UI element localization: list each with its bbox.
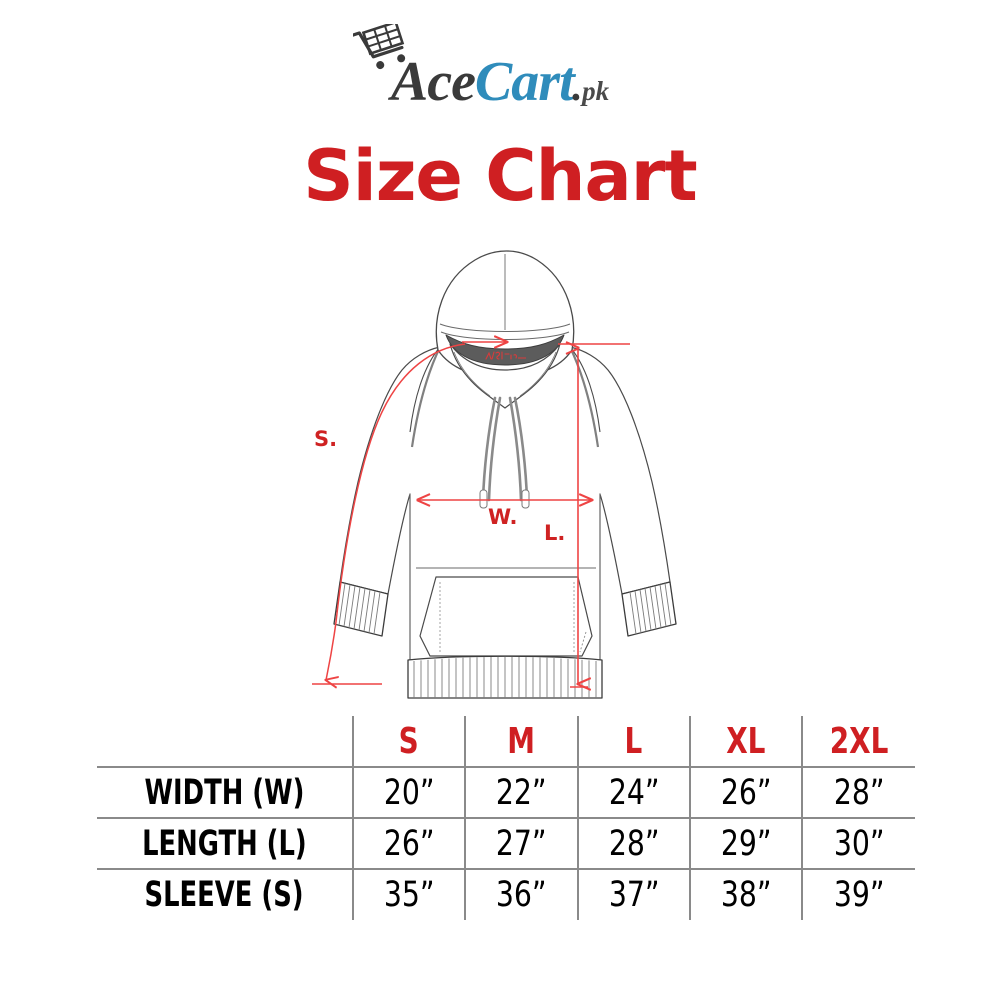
shopping-cart-icon: [352, 24, 406, 70]
cell-value: 28”: [833, 772, 885, 813]
size-chart-table: S M L XL 2XL WIDTH (W) 20” 22” 24” 26” 2…: [97, 716, 915, 920]
row-label: WIDTH (W): [144, 772, 305, 813]
size-header-m: M: [464, 716, 578, 767]
cell-value: 38”: [720, 875, 772, 915]
cell-width-2xl: 28”: [801, 767, 915, 818]
row-header-width: WIDTH (W): [97, 767, 353, 818]
cell-length-m: 27”: [464, 818, 578, 869]
brand-logo: Ace Cart . pk: [0, 24, 1000, 122]
cell-width-xl: 26”: [688, 767, 803, 818]
row-label: LENGTH (L): [141, 823, 307, 864]
cell-length-s: 26”: [351, 818, 466, 869]
table-row: LENGTH (L) 26” 27” 28” 29” 30”: [97, 818, 915, 869]
cell-sleeve-l: 37”: [576, 869, 690, 920]
size-header-2xl: 2XL: [801, 716, 915, 767]
cell-value: 26”: [720, 772, 772, 813]
cell-width-m: 22”: [464, 767, 578, 818]
row-header-length: LENGTH (L): [97, 818, 353, 869]
cell-value: 26”: [383, 823, 435, 864]
page-title: Size Chart: [303, 135, 697, 217]
size-header-label: L: [624, 720, 643, 762]
cell-width-l: 24”: [576, 767, 690, 818]
cell-value: 30”: [833, 823, 885, 864]
cell-length-l: 28”: [576, 818, 690, 869]
cell-value: 39”: [833, 875, 885, 915]
size-header-s: S: [351, 716, 466, 767]
row-header-sleeve: SLEEVE (S): [97, 869, 353, 920]
brand-name-accent: Cart: [474, 51, 575, 113]
size-header-l: L: [576, 716, 690, 767]
table-corner-cell: [97, 716, 353, 767]
size-header-label: S: [398, 720, 419, 762]
cell-value: 37”: [608, 875, 660, 915]
brand-name-primary: Ace: [390, 51, 476, 113]
table-header-row: S M L XL 2XL: [97, 716, 915, 767]
cell-sleeve-m: 36”: [464, 869, 578, 920]
cell-length-xl: 29”: [688, 818, 803, 869]
hoodie-garment-outline: [333, 250, 677, 699]
cell-sleeve-xl: 38”: [688, 869, 803, 920]
cell-sleeve-2xl: 39”: [801, 869, 915, 920]
cell-value: 29”: [720, 823, 772, 864]
table-row: SLEEVE (S) 35” 36” 37” 38” 39”: [97, 869, 915, 920]
table-row: WIDTH (W) 20” 22” 24” 26” 28”: [97, 767, 915, 818]
cell-length-2xl: 30”: [801, 818, 915, 869]
cell-value: 24”: [608, 772, 660, 813]
width-measure-label: W.: [488, 505, 517, 529]
size-header-xl: XL: [688, 716, 803, 767]
size-header-label: M: [507, 720, 536, 762]
length-measure-label: L.: [544, 521, 565, 545]
sleeve-measure-label: S.: [314, 427, 337, 451]
inner-collar-brand-mark: [485, 351, 526, 360]
brand-tld: pk: [582, 76, 610, 106]
cell-value: 28”: [608, 823, 660, 864]
cell-value: 35”: [383, 875, 435, 915]
size-header-label: 2XL: [829, 720, 889, 762]
measurement-guides: S. W. L.: [312, 342, 630, 687]
cell-sleeve-s: 35”: [351, 869, 466, 920]
row-label: SLEEVE (S): [144, 875, 304, 915]
cell-value: 36”: [495, 875, 547, 915]
cell-value: 27”: [495, 823, 547, 864]
hoodie-illustration: S. W. L.: [290, 232, 720, 712]
cell-value: 22”: [495, 772, 547, 813]
cell-width-s: 20”: [351, 767, 466, 818]
size-header-label: XL: [726, 720, 766, 762]
cell-value: 20”: [383, 772, 435, 813]
brand-dot: .: [570, 64, 582, 110]
